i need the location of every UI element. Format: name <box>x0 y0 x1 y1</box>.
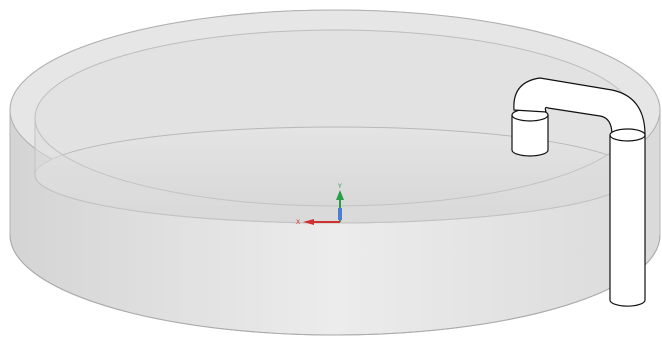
axis-label-x: X <box>296 219 300 226</box>
axis-label-y: Y <box>337 183 342 190</box>
cad-viewport: Y X <box>0 0 662 344</box>
